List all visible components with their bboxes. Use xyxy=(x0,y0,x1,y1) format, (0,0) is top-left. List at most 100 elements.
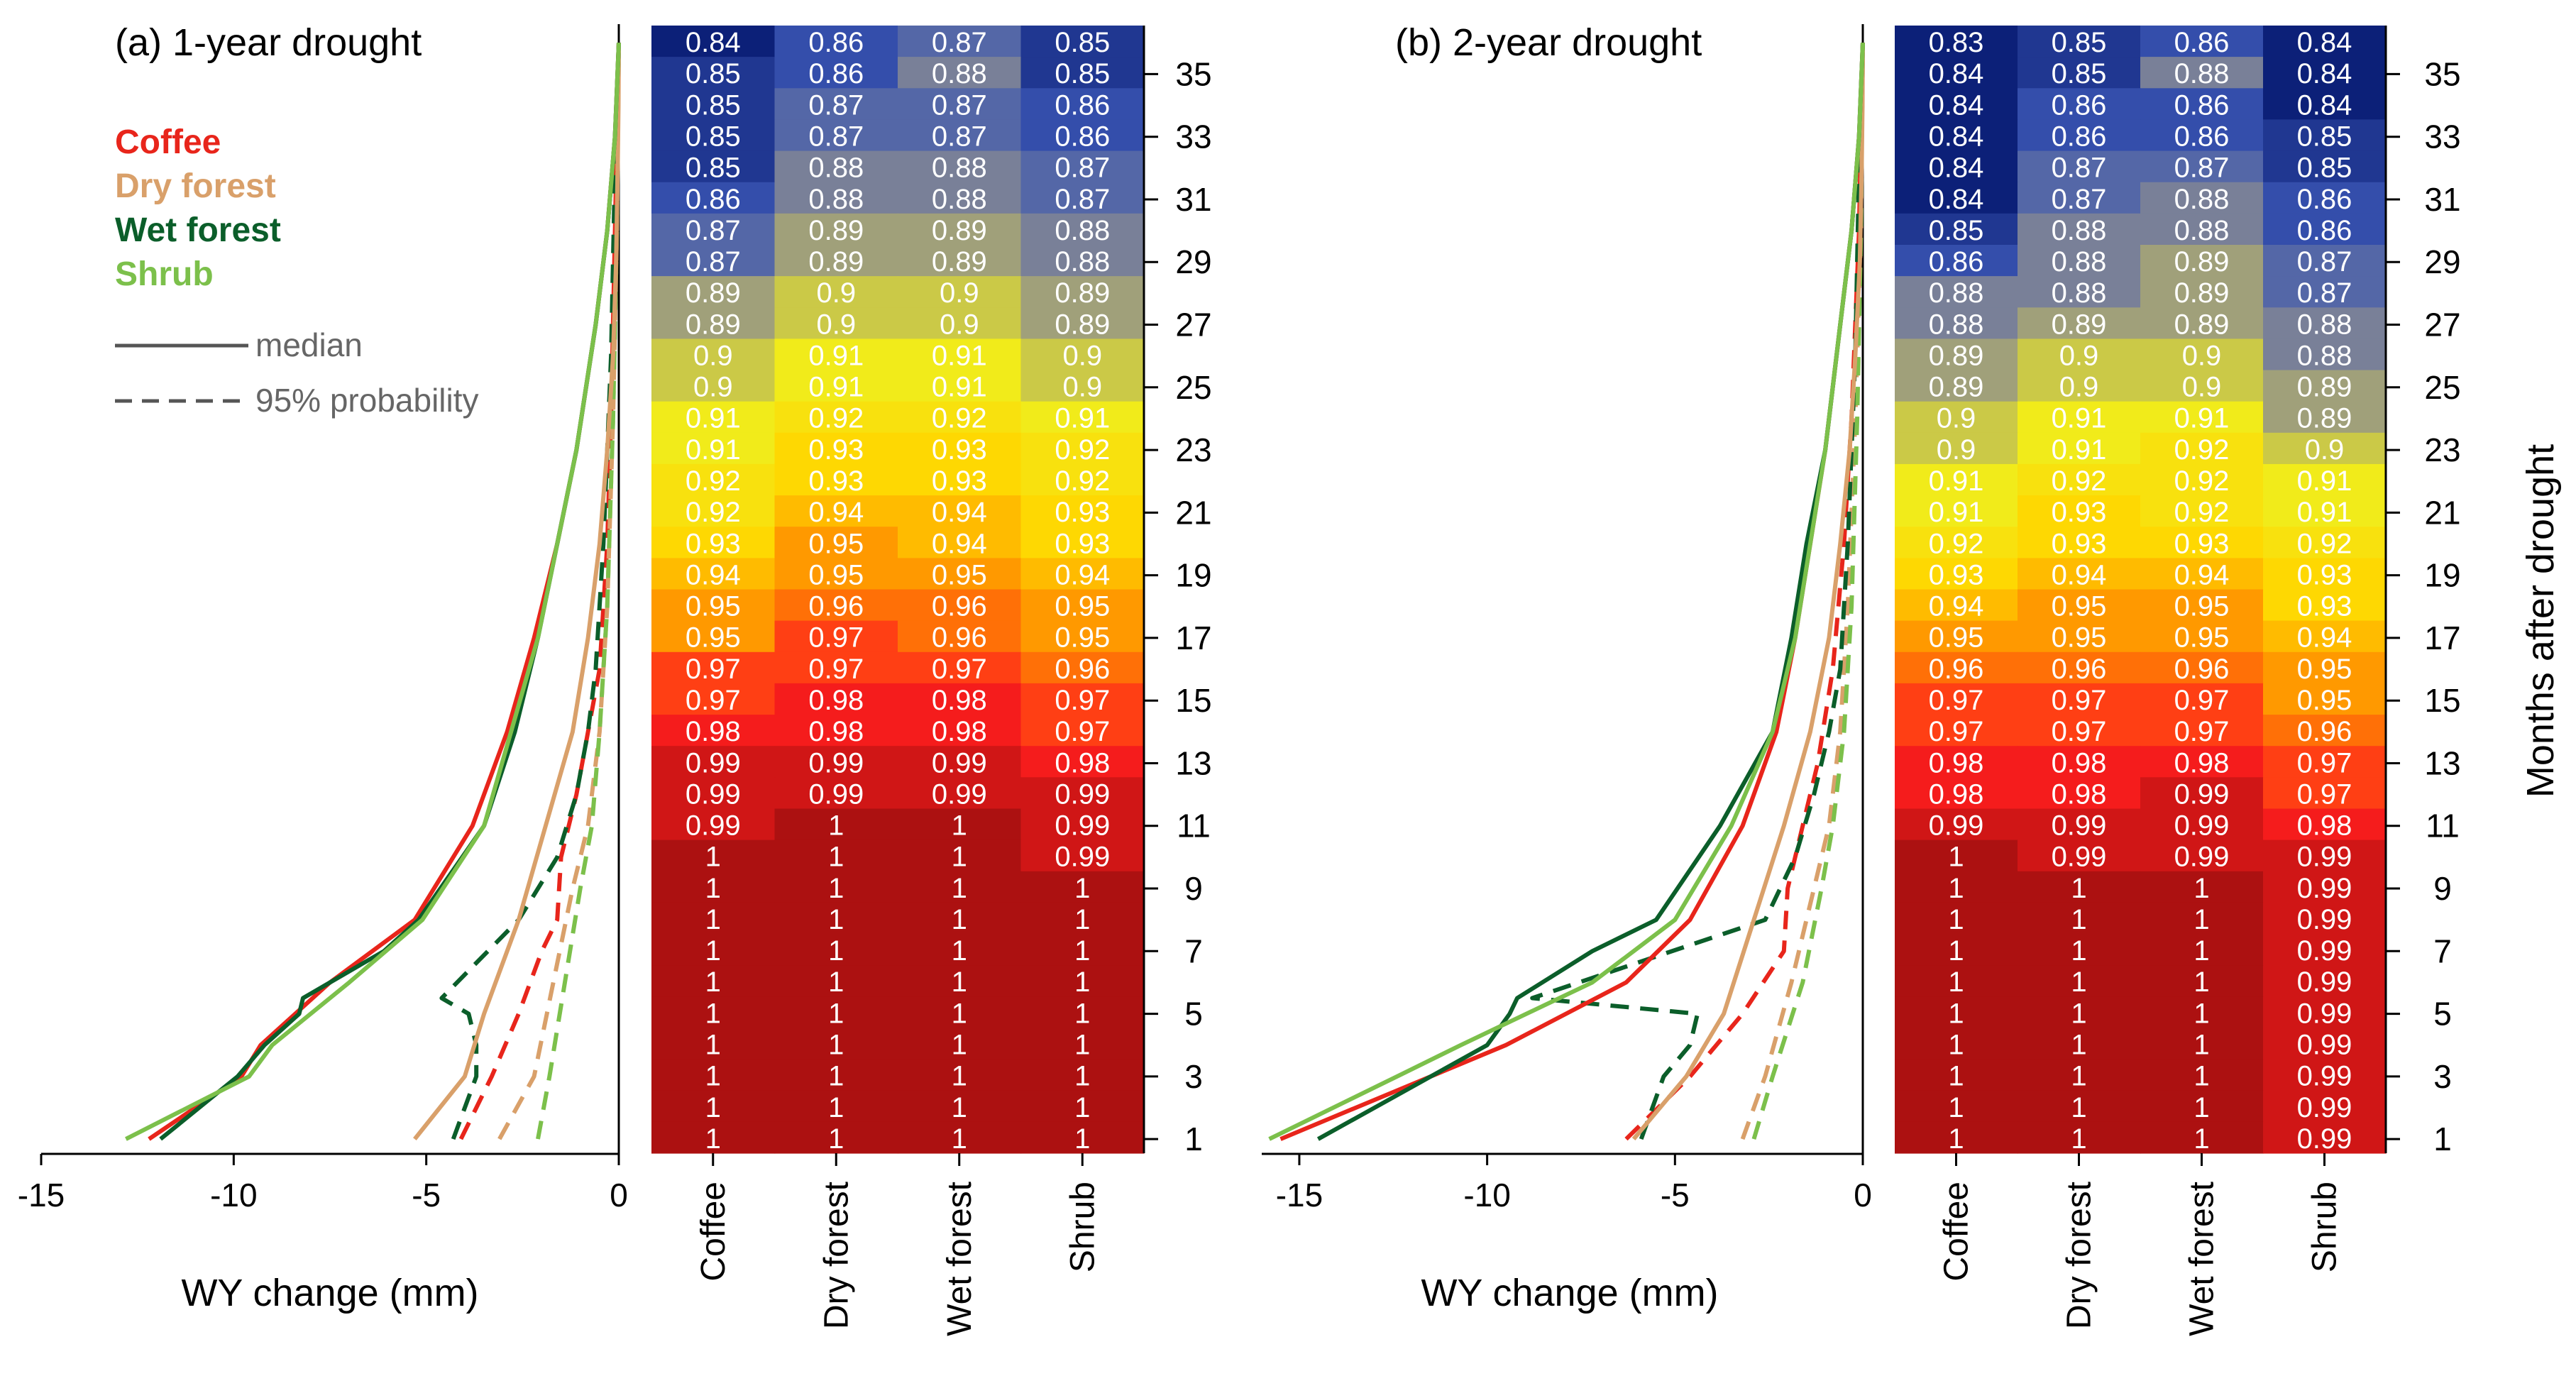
heat-cell xyxy=(898,527,1022,558)
series-line-dry-forest-median xyxy=(413,43,621,1140)
heat-cell-label: 0.87 xyxy=(2052,153,2107,184)
heat-cell xyxy=(774,934,898,966)
heat-cell-label: 1 xyxy=(1074,873,1090,904)
heat-cell-label: 0.99 xyxy=(2297,873,2352,904)
heat-cell-label: 0.89 xyxy=(1055,309,1110,340)
legend-coffee: Coffee xyxy=(115,123,221,161)
heat-cell-label: 0.9 xyxy=(2059,372,2099,403)
heat-cell xyxy=(651,370,776,402)
heat-cell-label: 0.86 xyxy=(2174,27,2230,58)
heat-cell-label: 0.87 xyxy=(808,89,864,121)
heat-cell-label: 0.97 xyxy=(686,654,741,685)
heat-cell xyxy=(898,432,1022,465)
heat-cell-label: 0.84 xyxy=(1929,153,1984,184)
heat-cell-label: 0.84 xyxy=(686,27,741,58)
heat-cell xyxy=(2263,965,2387,997)
series-line-shrub-median xyxy=(125,43,621,1141)
heat-cell-label: 0.92 xyxy=(1055,434,1110,466)
heat-cell-label: 1 xyxy=(952,810,967,842)
heat-cell xyxy=(651,245,776,277)
heat-cell xyxy=(774,651,898,684)
heat-cell-label: 0.88 xyxy=(1055,215,1110,246)
month-tick-label: 11 xyxy=(1177,808,1211,844)
heat-cell xyxy=(1895,26,2018,57)
heat-cell xyxy=(774,401,898,434)
heat-cell xyxy=(2018,683,2141,715)
heat-cell xyxy=(2018,902,2141,935)
series-line-wet-forest-median xyxy=(1316,43,1865,1141)
heat-cell-label: 1 xyxy=(2071,1092,2086,1123)
heat-cell xyxy=(2140,1121,2264,1154)
heat-cell xyxy=(1895,182,2018,214)
heat-cell xyxy=(898,495,1022,527)
heat-cell xyxy=(774,620,898,653)
heat-cell-label: 1 xyxy=(952,1092,967,1123)
heat-cell-label: 1 xyxy=(828,873,844,904)
heat-cell xyxy=(2018,1028,2141,1060)
heat-cell-label: 0.96 xyxy=(2174,654,2230,685)
heat-cell-label: 0.88 xyxy=(2052,215,2107,246)
heat-cell-label: 0.99 xyxy=(2174,778,2230,810)
heat-cell-label: 0.84 xyxy=(1929,58,1984,89)
heat-cell-label: 0.88 xyxy=(808,153,864,184)
heat-cell xyxy=(774,996,898,1028)
heat-cell-label: 0.84 xyxy=(2297,58,2352,89)
heat-cell-label: 1 xyxy=(2071,904,2086,935)
heat-cell-label: 0.91 xyxy=(2052,434,2107,466)
heat-cell-label: 0.95 xyxy=(2052,591,2107,622)
heat-cell xyxy=(2018,840,2141,872)
heat-cell-label: 0.91 xyxy=(1929,497,1984,528)
heat-cell-label: 1 xyxy=(2071,1123,2086,1155)
heat-cell xyxy=(2140,150,2264,183)
heat-cell xyxy=(651,840,776,872)
heat-cell-label: 1 xyxy=(1948,842,1964,873)
heat-cell xyxy=(1020,840,1145,872)
heat-cell xyxy=(1020,495,1145,527)
heat-cell xyxy=(2018,401,2141,434)
heat-cell xyxy=(1020,589,1145,622)
heat-cell xyxy=(651,527,776,558)
heat-cell-label: 0.91 xyxy=(2297,466,2352,497)
legend-dry-forest: Dry forest xyxy=(115,167,276,205)
heat-cell xyxy=(2263,1121,2387,1154)
heat-cell xyxy=(2018,213,2141,246)
heat-cell xyxy=(898,370,1022,402)
heat-cell xyxy=(1895,1028,2018,1060)
heat-cell-label: 0.89 xyxy=(2297,403,2352,434)
heat-cell xyxy=(2140,463,2264,496)
heat-cell-label: 0.86 xyxy=(2174,89,2230,121)
heat-cell xyxy=(2018,527,2141,558)
heat-cell-label: 0.89 xyxy=(2174,309,2230,340)
heat-cell xyxy=(1895,370,2018,402)
heat-cell xyxy=(651,1059,776,1091)
month-tick-label: 7 xyxy=(1184,932,1203,969)
heat-cell xyxy=(2018,57,2141,89)
heat-cell-label: 1 xyxy=(1948,998,1964,1029)
heat-cell-label: 0.85 xyxy=(1929,215,1984,246)
series-line-coffee-median xyxy=(1279,43,1865,1141)
heat-cell xyxy=(774,777,898,809)
heat-cell xyxy=(2018,276,2141,308)
heat-cell-label: 0.92 xyxy=(2052,466,2107,497)
heat-cell xyxy=(2018,26,2141,57)
heat-cell-label: 0.97 xyxy=(2052,716,2107,747)
heat-cell xyxy=(898,88,1022,120)
heat-cell xyxy=(2140,683,2264,715)
heat-cell-label: 1 xyxy=(952,967,967,998)
heat-cell-label: 0.92 xyxy=(1055,466,1110,497)
heat-cell-label: 0.94 xyxy=(932,528,987,559)
heat-cell xyxy=(2263,1090,2387,1123)
heat-cell xyxy=(1895,213,2018,246)
heat-cell xyxy=(898,965,1022,997)
heat-cell-label: 0.91 xyxy=(932,341,987,372)
heat-cell xyxy=(2263,150,2387,183)
heat-cell-label: 0.99 xyxy=(2297,935,2352,967)
heat-cell-label: 0.99 xyxy=(808,778,864,810)
heat-cell-label: 0.88 xyxy=(2297,341,2352,372)
heat-cell-label: 1 xyxy=(1948,904,1964,935)
month-tick-label: 21 xyxy=(1175,494,1211,531)
heat-cell xyxy=(1895,715,2018,747)
heat-cell xyxy=(774,88,898,120)
month-tick-label: 1 xyxy=(1184,1121,1203,1157)
